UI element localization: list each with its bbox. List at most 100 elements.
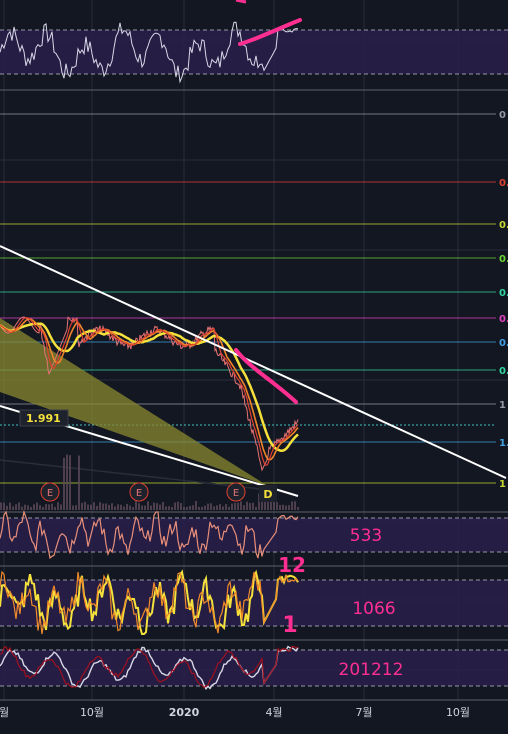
x-tick-label: 월 bbox=[0, 706, 9, 719]
volume-bar bbox=[57, 502, 59, 510]
fib-level-label: 0. bbox=[499, 220, 508, 231]
oscillator-1066-band bbox=[0, 580, 508, 626]
volume-bar bbox=[162, 501, 164, 510]
volume-bar bbox=[114, 506, 116, 510]
top-annotation-mark bbox=[235, 0, 247, 4]
fib-level-label: 1 bbox=[499, 400, 506, 411]
volume-bar bbox=[201, 506, 203, 510]
volume-bar bbox=[36, 502, 38, 510]
volume-bar bbox=[45, 504, 47, 510]
price-tag-box bbox=[19, 409, 69, 427]
x-tick-label: 7월 bbox=[355, 706, 372, 719]
volume-bar bbox=[180, 503, 182, 510]
volume-bar bbox=[27, 505, 29, 510]
moving-average-red bbox=[0, 317, 299, 466]
volume-bar bbox=[96, 505, 98, 510]
volume-bar bbox=[12, 506, 14, 510]
top-oscillator-line-main bbox=[0, 21, 299, 84]
fib-level-label: 0. bbox=[499, 288, 508, 299]
dividend-marker-label: D bbox=[263, 488, 272, 501]
volume-bar bbox=[15, 504, 17, 510]
volume-bar bbox=[249, 503, 251, 510]
panel-label-533: 533 bbox=[350, 526, 382, 546]
volume-bar bbox=[279, 504, 281, 510]
volume-bar bbox=[189, 505, 191, 510]
volume-bar bbox=[231, 503, 233, 510]
volume-bar bbox=[168, 506, 170, 510]
volume-bar bbox=[255, 506, 257, 510]
volume-bar bbox=[60, 504, 62, 510]
volume-bar bbox=[183, 506, 185, 510]
oscillator-201212-band bbox=[0, 650, 508, 686]
volume-bar bbox=[33, 504, 35, 510]
volume-bar bbox=[291, 501, 293, 510]
volume-bar bbox=[120, 504, 122, 510]
top-oscillator-panel[interactable] bbox=[0, 0, 508, 91]
volume-bar bbox=[3, 502, 5, 510]
oscillator-201212-line-red bbox=[0, 645, 299, 689]
volume-bar bbox=[204, 505, 206, 510]
volume-bar bbox=[165, 506, 167, 510]
volume-bar bbox=[144, 505, 146, 510]
fib-level-label: 1. bbox=[499, 438, 508, 449]
volume-bar bbox=[90, 504, 92, 510]
top-oscillator-band bbox=[0, 30, 508, 74]
fib-level-label: 0. bbox=[499, 366, 508, 377]
volume-bar bbox=[30, 506, 32, 510]
volume-bar bbox=[234, 502, 236, 510]
volume-bar bbox=[123, 506, 125, 510]
volume-bar bbox=[69, 455, 71, 510]
volume-bar bbox=[246, 501, 248, 510]
volume-bar bbox=[24, 504, 26, 510]
volume-bar bbox=[72, 505, 74, 510]
volume-bar bbox=[117, 504, 119, 510]
volume-bar bbox=[129, 505, 131, 510]
volume-bar bbox=[54, 506, 56, 510]
volume-bar bbox=[87, 504, 89, 510]
x-tick-label: 4월 bbox=[265, 706, 282, 719]
volume-bar bbox=[42, 506, 44, 510]
panel-label-1066: 1066 bbox=[352, 599, 395, 619]
volume-bar bbox=[270, 495, 272, 510]
volume-bar bbox=[207, 503, 209, 510]
volume-bar bbox=[282, 504, 284, 510]
wedge-fill bbox=[0, 318, 268, 486]
fib-level-label: 0. bbox=[499, 338, 508, 349]
fib-level-label: 0. bbox=[499, 178, 508, 189]
volume-bar bbox=[153, 502, 155, 510]
x-tick-label: 2020 bbox=[169, 706, 200, 719]
price-panel[interactable]: 0 0. 0. 0. 0. 0. 0. 0. 1 1. 1 1.991 E E E D bbox=[0, 110, 508, 513]
x-tick-label: 10월 bbox=[80, 706, 104, 719]
oscillator-533-line-main bbox=[0, 509, 299, 560]
fib-level-label: 1 bbox=[499, 479, 506, 490]
volume-bar bbox=[240, 501, 242, 510]
panel-annotation-1: 1 bbox=[282, 613, 297, 638]
volume-bar bbox=[216, 505, 218, 510]
event-marker-label: E bbox=[136, 488, 142, 499]
oscillator-panel-533[interactable]: 533 12 bbox=[0, 509, 508, 577]
x-tick-label: 10월 bbox=[446, 706, 470, 719]
oscillator-panel-1066[interactable]: 1066 1 bbox=[0, 569, 508, 641]
volume-bar bbox=[81, 502, 83, 510]
volume-bar bbox=[243, 505, 245, 510]
volume-bar bbox=[297, 506, 299, 510]
volume-bar bbox=[276, 502, 278, 510]
volume-bar bbox=[9, 502, 11, 510]
volume-bar bbox=[135, 501, 137, 510]
volume-bar bbox=[138, 503, 140, 510]
volume-bar bbox=[18, 502, 20, 510]
moving-average-orange bbox=[0, 318, 299, 461]
top-annotation-stroke bbox=[238, 18, 302, 46]
volume-bar bbox=[219, 504, 221, 510]
event-marker-circle bbox=[40, 482, 60, 502]
oscillator-1066-line-yellow bbox=[0, 569, 299, 635]
volume-bar bbox=[228, 506, 230, 510]
volume-bar bbox=[141, 505, 143, 510]
volume-bar bbox=[84, 501, 86, 510]
volume-bar bbox=[195, 501, 197, 510]
volume-bar bbox=[48, 504, 50, 510]
volume-bar bbox=[213, 506, 215, 510]
volume-bar bbox=[75, 505, 77, 510]
volume-bar bbox=[171, 506, 173, 510]
